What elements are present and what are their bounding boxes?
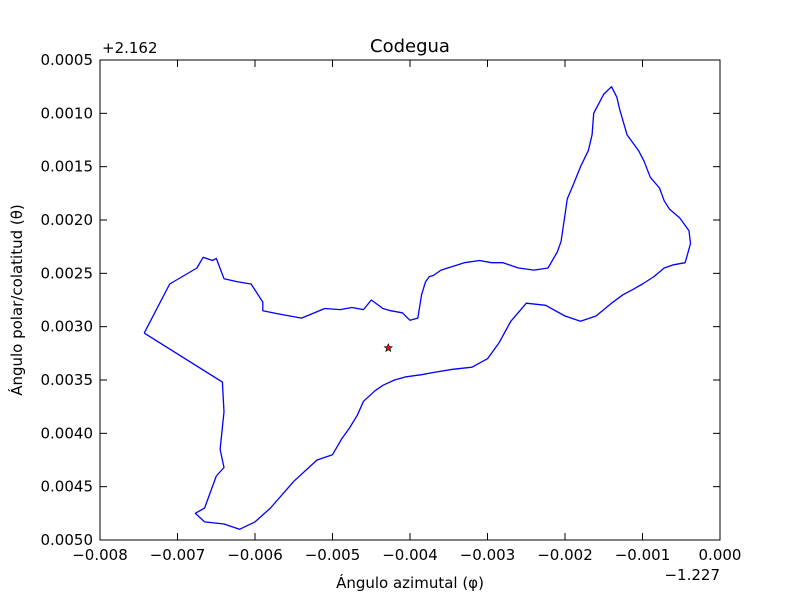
y-tick-label: 0.0045: [41, 478, 94, 496]
x-tick-label: −0.007: [150, 546, 206, 564]
y-tick-label: 0.0005: [41, 51, 94, 69]
y-axis-label: Ángulo polar/colatitud (θ): [7, 204, 26, 396]
series-line-0: [143, 86, 692, 530]
x-tick-label: −0.008: [72, 546, 128, 564]
x-offset-label: −1.227: [664, 566, 720, 584]
x-tick-label: −0.002: [537, 546, 593, 564]
x-tick-label: −0.004: [382, 546, 438, 564]
star-marker-0: [383, 342, 394, 353]
axes-frame: [99, 59, 721, 541]
x-axis-label: Ángulo azimutal (φ): [336, 573, 484, 592]
y-tick-label: 0.0020: [41, 211, 94, 229]
y-tick-label: 0.0025: [41, 264, 94, 282]
x-tick-label: −0.001: [615, 546, 671, 564]
x-tick-label: −0.003: [460, 546, 516, 564]
y-tick-label: 0.0015: [41, 158, 94, 176]
y-tick-label: 0.0030: [41, 318, 94, 336]
x-tick-label: 0.000: [699, 546, 742, 564]
plot-area: −0.008 −0.007 −0.006 −0.005 −0.004 −0.003 −0.0…: [41, 51, 742, 564]
x-tick-label: −0.005: [305, 546, 361, 564]
x-tick-label: −0.006: [227, 546, 283, 564]
y-tick-label: 0.0035: [41, 371, 94, 389]
chart-title: Codegua: [370, 36, 450, 57]
y-tick-label: 0.0050: [41, 531, 94, 549]
y-offset-label: +2.162: [102, 39, 158, 57]
y-tick-label: 0.0010: [41, 104, 94, 122]
y-tick-label: 0.0040: [41, 424, 94, 442]
